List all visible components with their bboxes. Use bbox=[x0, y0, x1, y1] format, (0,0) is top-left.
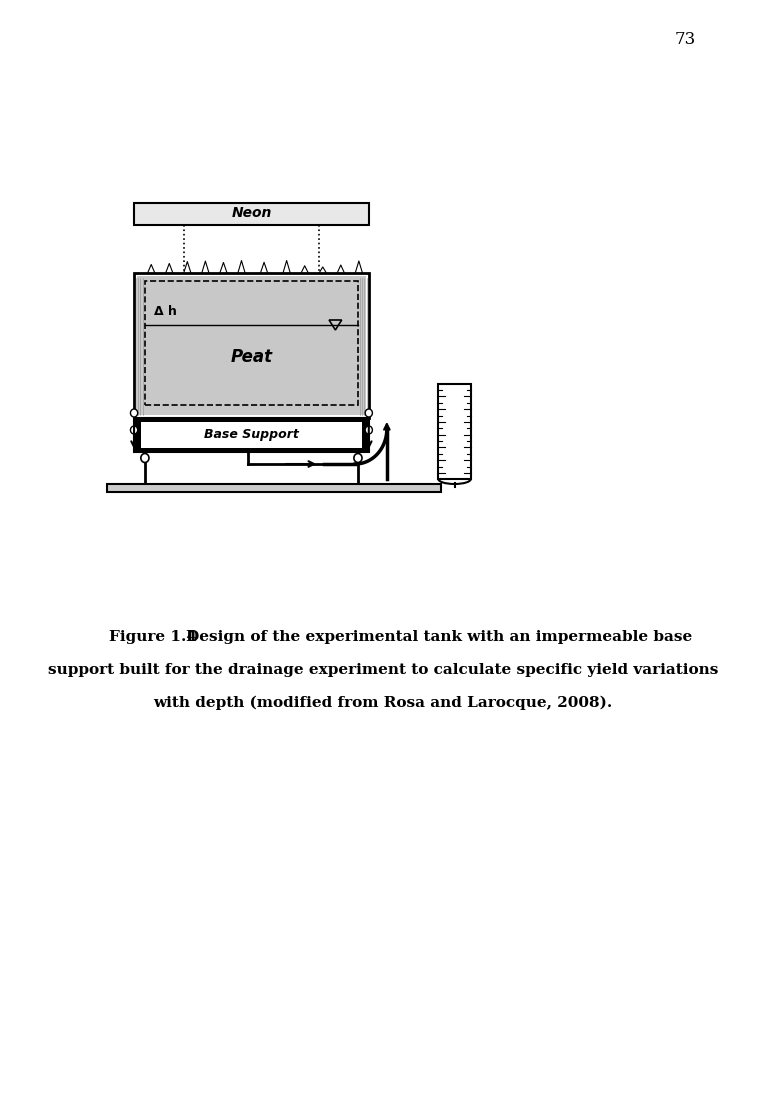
FancyBboxPatch shape bbox=[134, 203, 369, 225]
Text: Peat: Peat bbox=[231, 349, 272, 366]
Bar bbox=[134, 273, 369, 418]
Text: Base Support: Base Support bbox=[204, 428, 299, 442]
Circle shape bbox=[365, 426, 372, 434]
Text: Neon: Neon bbox=[231, 206, 271, 220]
Text: support built for the drainage experiment to calculate specific yield variations: support built for the drainage experimen… bbox=[48, 663, 719, 677]
Circle shape bbox=[130, 426, 138, 434]
Circle shape bbox=[354, 454, 362, 463]
Circle shape bbox=[130, 408, 138, 417]
Bar bbox=[107, 484, 441, 492]
Text: Design of the experimental tank with an impermeable base: Design of the experimental tank with an … bbox=[187, 630, 692, 644]
Text: Figure 1.4: Figure 1.4 bbox=[109, 630, 197, 644]
Bar bbox=[141, 422, 362, 448]
Bar bbox=[438, 384, 471, 480]
Text: with depth (modified from Rosa and Larocque, 2008).: with depth (modified from Rosa and Laroc… bbox=[153, 696, 613, 710]
Bar bbox=[134, 418, 369, 452]
Text: Δ h: Δ h bbox=[154, 305, 177, 317]
Bar bbox=[136, 276, 366, 415]
Text: 73: 73 bbox=[674, 31, 695, 49]
Circle shape bbox=[365, 408, 372, 417]
Circle shape bbox=[141, 454, 149, 463]
Bar bbox=[145, 281, 358, 405]
